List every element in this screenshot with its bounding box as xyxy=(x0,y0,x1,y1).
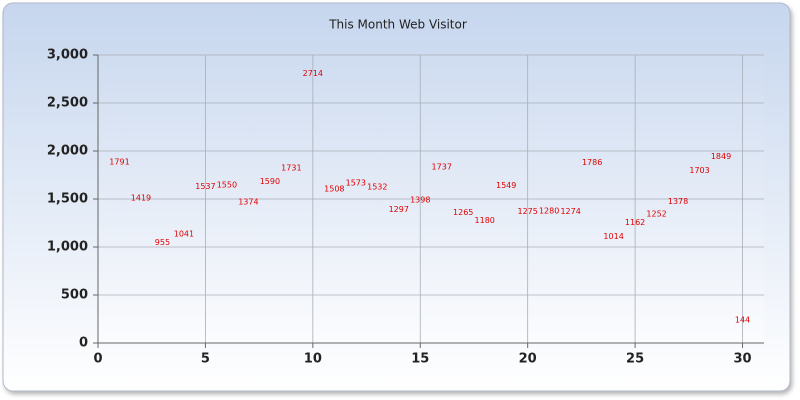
y-tick-label: 2,500 xyxy=(47,96,88,111)
x-tick-label: 20 xyxy=(519,352,537,367)
data-label: 1265 xyxy=(453,208,473,217)
data-label: 1532 xyxy=(367,182,387,191)
data-label: 1791 xyxy=(109,158,129,167)
data-label: 1849 xyxy=(711,152,731,161)
x-tick-label: 0 xyxy=(93,352,102,367)
data-label: 1590 xyxy=(260,177,280,186)
data-label: 1162 xyxy=(625,218,645,227)
y-tick-label: 3,000 xyxy=(47,48,88,63)
data-label: 1041 xyxy=(174,230,194,239)
y-tick-label: 2,000 xyxy=(47,144,88,159)
data-label: 144 xyxy=(735,316,750,325)
data-label: 1180 xyxy=(475,216,495,225)
data-label: 1786 xyxy=(582,158,602,167)
x-tick-label: 30 xyxy=(733,352,751,367)
data-label: 1731 xyxy=(281,163,301,172)
data-label: 1374 xyxy=(238,198,258,207)
x-tick-label: 25 xyxy=(626,352,644,367)
data-label: 1274 xyxy=(560,207,580,216)
data-label: 1378 xyxy=(668,197,688,206)
data-label: 1297 xyxy=(389,205,409,214)
data-label: 1537 xyxy=(195,182,215,191)
data-label: 1508 xyxy=(324,185,344,194)
data-label: 1737 xyxy=(432,163,452,172)
data-label: 1014 xyxy=(603,232,623,241)
data-label: 1398 xyxy=(410,195,430,204)
x-tick-label: 10 xyxy=(304,352,322,367)
data-label: 1280 xyxy=(539,207,559,216)
y-tick-label: 1,000 xyxy=(47,240,88,255)
data-label: 1703 xyxy=(689,166,709,175)
data-label: 1550 xyxy=(217,181,237,190)
chart-title: This Month Web Visitor xyxy=(328,18,467,32)
y-tick-label: 0 xyxy=(79,336,88,351)
data-label: 1549 xyxy=(496,181,516,190)
y-tick-label: 1,500 xyxy=(47,192,88,207)
x-tick-label: 15 xyxy=(411,352,429,367)
data-label: 1252 xyxy=(646,209,666,218)
x-tick-label: 5 xyxy=(201,352,210,367)
y-tick-label: 500 xyxy=(61,288,88,303)
data-label: 1573 xyxy=(346,178,366,187)
data-label: 1419 xyxy=(131,193,151,202)
data-label: 2714 xyxy=(303,69,323,78)
data-label: 955 xyxy=(155,238,170,247)
data-label: 1275 xyxy=(517,207,537,216)
